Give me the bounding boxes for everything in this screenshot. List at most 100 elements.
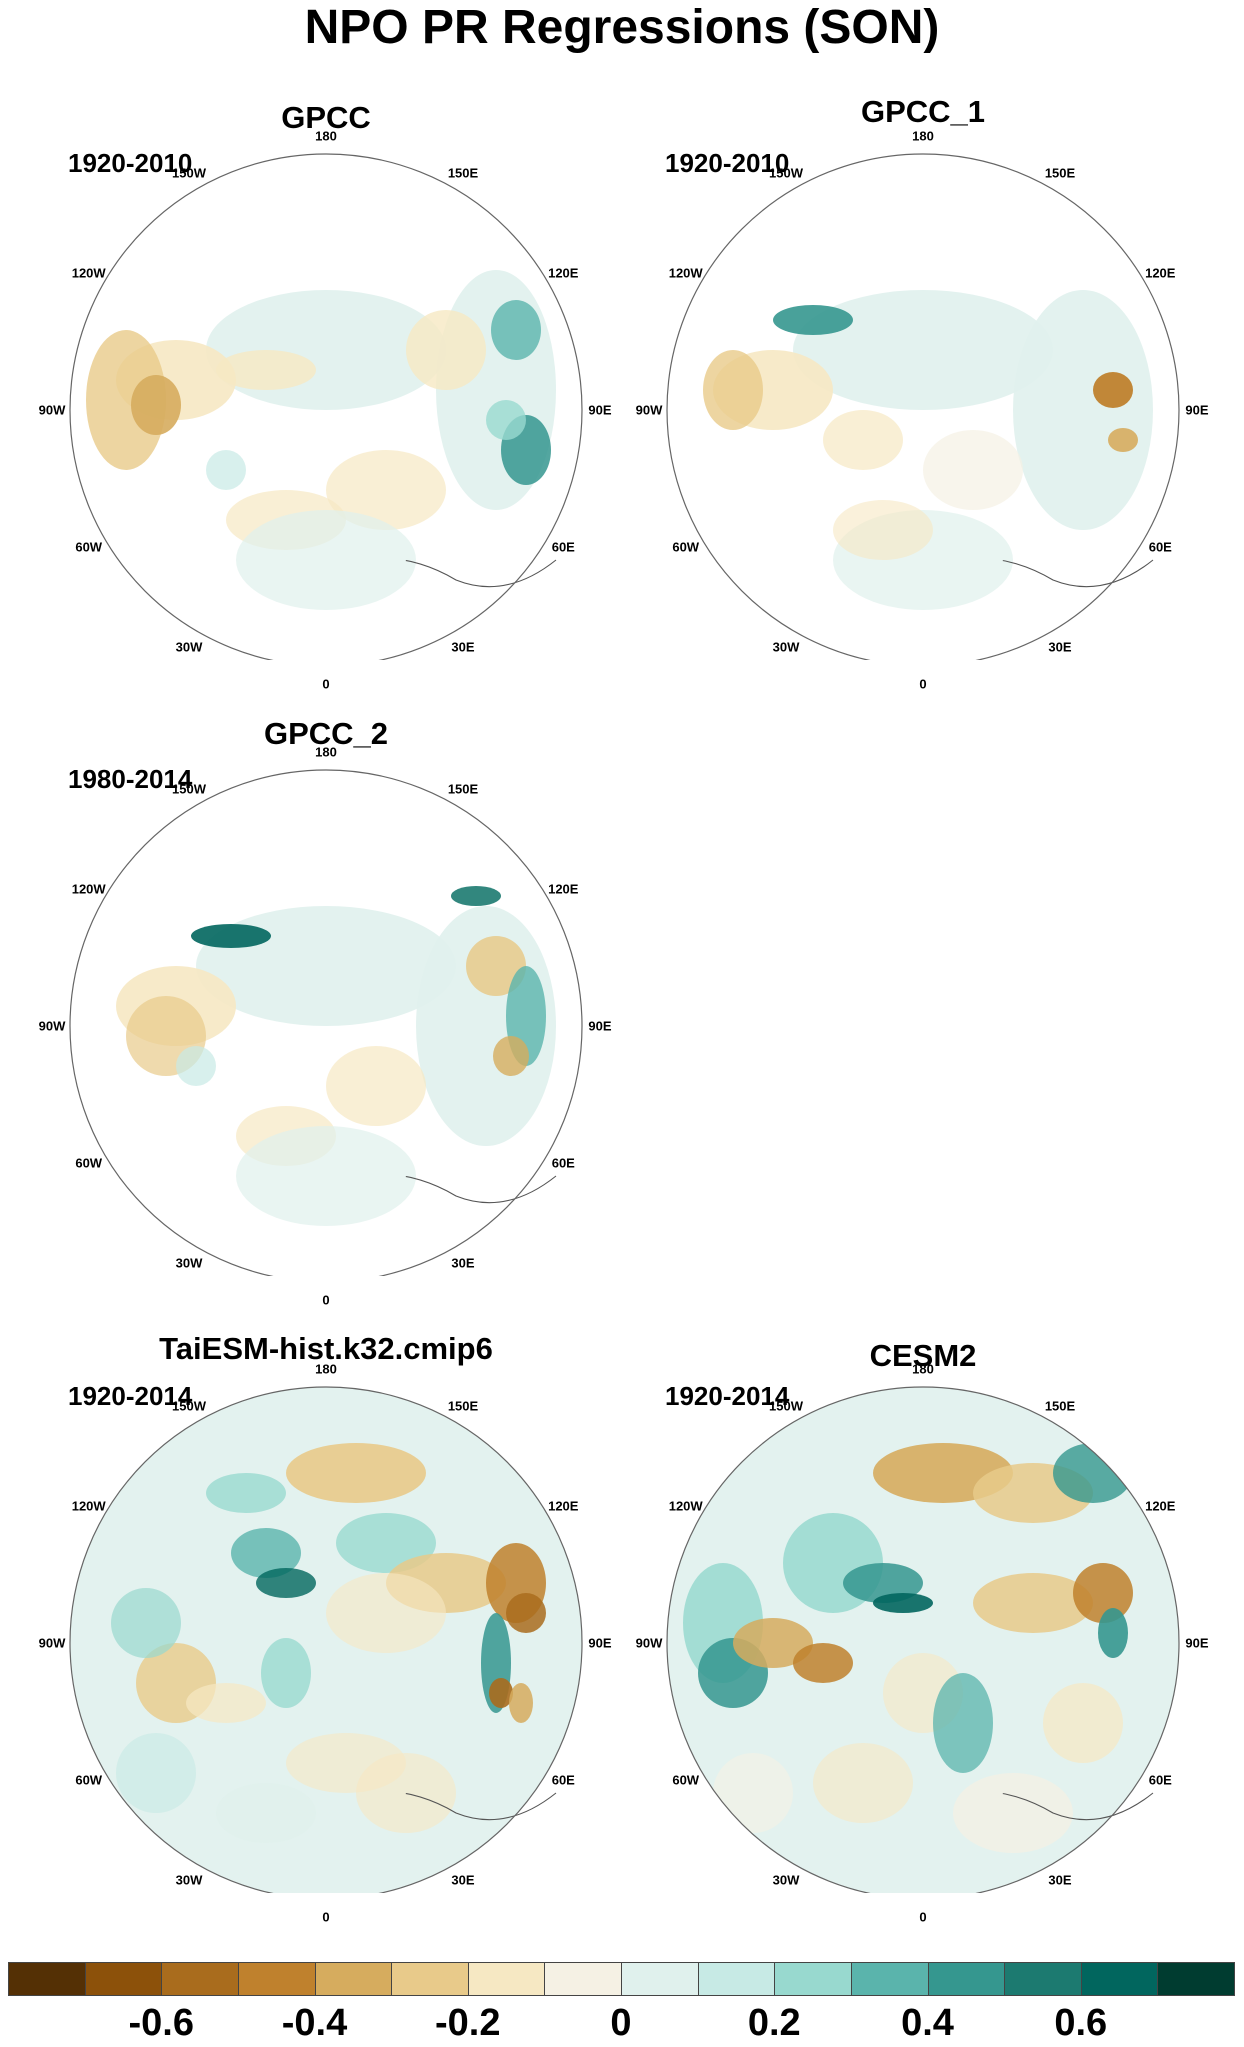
longitude-label: 60W — [672, 1772, 700, 1788]
colorbar-box — [774, 1962, 852, 1996]
field-blob — [1013, 290, 1153, 530]
field-blob — [466, 936, 526, 996]
longitude-label: 120W — [71, 881, 106, 897]
map-field — [70, 770, 582, 1276]
colorbar-tick-label: -0.6 — [128, 2002, 194, 2044]
longitude-label: 0 — [322, 676, 330, 692]
field-blob — [506, 1593, 546, 1633]
map-boundary — [666, 1386, 1180, 1893]
field-blob — [176, 1046, 216, 1086]
longitude-label: 90E — [588, 1018, 612, 1034]
longitude-label: 150W — [172, 1398, 206, 1414]
map-panel-taiesm: TaiESM-hist.k32.cmip6 1920-2014 180 150E 1… — [39, 1331, 612, 1925]
longitude-label: 180 — [912, 1361, 934, 1377]
colorbar-box — [161, 1962, 239, 1996]
panel-title: GPCC_2 — [263, 716, 389, 751]
longitude-label: 90W — [635, 1635, 663, 1651]
field-blob — [491, 300, 541, 360]
longitude-label: 180 — [315, 744, 337, 760]
longitude-label: 60W — [75, 1772, 103, 1788]
longitude-label: 90W — [38, 1635, 66, 1651]
longitude-label: 120W — [71, 265, 106, 281]
map-boundary — [69, 1386, 583, 1893]
field-blob — [1043, 1683, 1123, 1763]
colorbar-box — [1157, 1962, 1235, 1996]
colorbar-box — [314, 1962, 393, 1996]
polar-map — [69, 1386, 583, 1893]
field-blob — [356, 1753, 456, 1833]
longitude-label: 90E — [1185, 402, 1209, 418]
panel-title: GPCC — [281, 100, 371, 135]
field-blob — [793, 290, 1053, 410]
colorbar-box — [391, 1962, 469, 1996]
map-field — [667, 154, 1179, 660]
field-blob — [833, 500, 933, 560]
map-panel-gpcc-1: GPCC_1 1920-2010 180 150E 120E 90E 60E 30E 0 30… — [636, 94, 1209, 692]
panel-period: 1920-2014 — [68, 1381, 193, 1411]
longitude-label: 60E — [551, 1772, 575, 1788]
longitude-label: 60E — [1148, 1772, 1172, 1788]
longitude-label: 120W — [668, 1498, 703, 1514]
field-blob — [1093, 372, 1133, 408]
field-blob — [1098, 1608, 1128, 1658]
colorbar-tick-label: 0 — [610, 2002, 632, 2044]
field-blob — [953, 1773, 1073, 1853]
panel-title: GPCC_1 — [860, 94, 986, 129]
longitude-label: 120E — [1145, 1498, 1176, 1514]
longitude-label: 90W — [38, 1018, 66, 1034]
longitude-label: 120W — [71, 1498, 106, 1514]
longitude-label: 120E — [548, 265, 579, 281]
longitude-label: 120W — [668, 265, 703, 281]
longitude-label: 150E — [447, 165, 479, 181]
figure-title: NPO PR Regressions (SON) — [304, 1, 940, 54]
longitude-label: 180 — [912, 128, 934, 144]
field-blob — [713, 1753, 793, 1833]
field-blob — [486, 400, 526, 440]
field-blob — [1108, 428, 1138, 452]
longitude-label: 60W — [75, 1155, 103, 1171]
panel-title: CESM2 — [869, 1338, 977, 1373]
colorbar-box — [237, 1962, 316, 1996]
longitude-label: 30W — [175, 639, 203, 655]
longitude-label: 150E — [1044, 1398, 1076, 1414]
colorbar-box — [1080, 1962, 1159, 1996]
longitude-label: 30E — [451, 1872, 475, 1888]
field-blob — [406, 310, 486, 390]
colorbar-box — [467, 1962, 546, 1996]
field-blob — [206, 1473, 286, 1513]
field-blob — [236, 510, 416, 610]
longitude-label: 30E — [451, 1255, 475, 1271]
longitude-label: 0 — [919, 1909, 927, 1925]
longitude-label: 150E — [447, 781, 479, 797]
field-blob — [489, 1678, 513, 1708]
panel-period: 1920-2014 — [665, 1381, 790, 1411]
field-blob — [236, 1126, 416, 1226]
longitude-label: 90E — [1185, 1635, 1209, 1651]
field-blob — [256, 1568, 316, 1598]
colorbar-box — [850, 1962, 929, 1996]
map-panel-gpcc: GPCC 1920-2010 180 150E 120E 90E 60E 30E 0 30W 6… — [39, 100, 612, 692]
field-blob — [733, 1618, 813, 1668]
field-blob — [793, 1643, 853, 1683]
longitude-label: 150W — [769, 1398, 803, 1414]
longitude-label: 60E — [551, 539, 575, 555]
longitude-label: 30E — [1048, 639, 1072, 655]
field-blob — [216, 1783, 316, 1843]
map-field — [70, 154, 582, 660]
longitude-label: 120E — [1145, 265, 1176, 281]
field-blob — [823, 410, 903, 470]
longitude-label: 90E — [588, 402, 612, 418]
longitude-label: 90W — [38, 402, 66, 418]
colorbar-tick-label: -0.4 — [281, 2002, 348, 2044]
panel-period: 1920-2010 — [665, 148, 790, 178]
map-field — [667, 1387, 1179, 1893]
field-blob — [509, 1683, 533, 1723]
colorbar-box — [84, 1962, 163, 1996]
field-blob — [261, 1638, 311, 1708]
panel-period: 1920-2010 — [68, 148, 193, 178]
longitude-label: 30E — [451, 639, 475, 655]
map-boundary — [69, 769, 583, 1276]
map-panel-cesm2: CESM2 1920-2014 180 150E 120E 90E 60E 30E 0 30W… — [636, 1333, 1209, 1925]
longitude-label: 180 — [315, 1361, 337, 1377]
longitude-label: 150W — [172, 781, 206, 797]
